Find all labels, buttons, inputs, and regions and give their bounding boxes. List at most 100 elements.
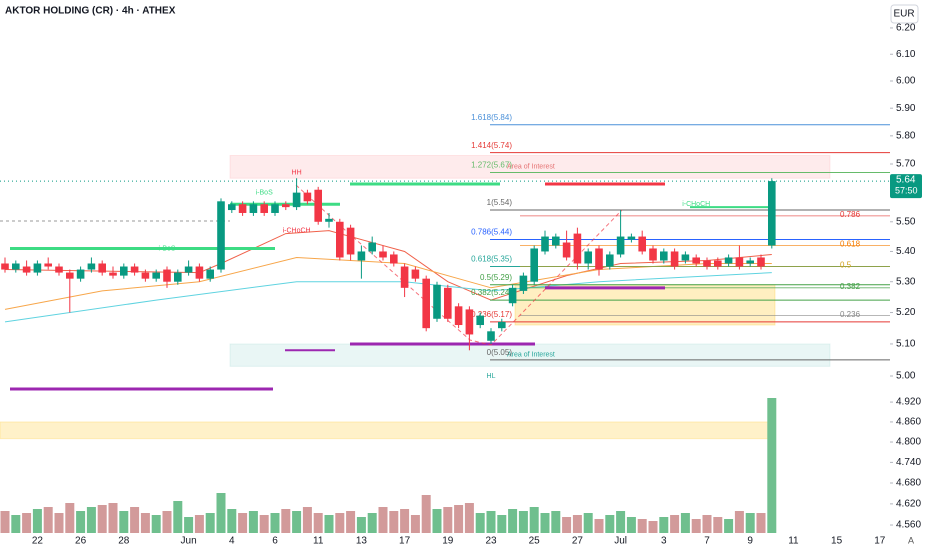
x-tick-label: 27 (572, 536, 584, 547)
x-tick-label: 4 (229, 536, 235, 547)
zone-label: Area of Interest (507, 164, 555, 171)
fib-label: 0.618 (840, 240, 861, 249)
volume-bar (346, 511, 356, 533)
volume-bar (691, 519, 701, 533)
fib-label: 0.618(5.35) (471, 255, 512, 264)
candle-body (465, 309, 474, 335)
y-tick-label: 5.30 (896, 276, 916, 287)
candle-body (714, 260, 722, 267)
volume-bar (0, 511, 10, 533)
fib-label: 0.382 (840, 282, 861, 291)
volume-bar (583, 513, 593, 533)
y-tick-label: 5.70 (896, 159, 916, 170)
volume-bar (151, 515, 161, 533)
candle-body (746, 260, 754, 264)
volume-bar (745, 513, 755, 533)
candle-body (390, 254, 398, 264)
plot-area: Area of Interest Area of Interest 1.618(5.… (0, 113, 890, 533)
volume-bar (54, 513, 64, 533)
currency-box[interactable] (890, 4, 919, 24)
x-tick-label: 17 (874, 536, 886, 547)
volume-bar (173, 501, 183, 533)
y-tick-label: 6.20 (896, 23, 916, 34)
structure-label: i-BoS (256, 189, 273, 196)
fib-label: 0(5.05) (487, 348, 513, 357)
volume-bar (205, 513, 215, 533)
x-tick-label: 3 (661, 536, 667, 547)
volume-bar (140, 513, 150, 533)
auto-scale[interactable]: A (908, 535, 914, 545)
volume-bar (281, 509, 291, 533)
candle-body (411, 269, 420, 279)
y-tick-label: 5.80 (896, 130, 916, 141)
y-tick-label: 6.00 (896, 76, 916, 87)
candle-body (163, 269, 171, 282)
volume-bar (389, 511, 399, 533)
volume-bar (32, 509, 42, 533)
candle-body (692, 257, 700, 264)
candle-body (238, 204, 247, 213)
volume-bar (540, 513, 550, 533)
candle-body (271, 204, 279, 213)
fib-label: 0.5 (840, 261, 852, 270)
chart-title: AKTOR HOLDING (CR) · 4h · ATHEX (5, 6, 176, 17)
structure-label: i-CHoCH (682, 201, 710, 208)
candle-body (584, 251, 592, 264)
candle-body (606, 254, 614, 267)
volume-bar (216, 493, 226, 533)
candle-body (303, 192, 312, 202)
candle-body (66, 272, 74, 279)
zone-label: Area of Interest (507, 352, 555, 359)
candle-body (195, 266, 204, 279)
volume-bar (302, 507, 312, 533)
fib-label: 0.382(5.24) (471, 288, 512, 297)
volume-bar (648, 521, 658, 533)
structure-label: HH (292, 169, 302, 176)
volume-bar (756, 513, 766, 533)
currency: EUR (893, 9, 914, 20)
volume-bar (670, 515, 680, 533)
x-tick-label: 11 (788, 536, 799, 547)
volume-bar (562, 517, 572, 533)
x-tick-label: 11 (313, 536, 324, 547)
volume-bar (367, 513, 377, 533)
candle-body (627, 236, 636, 240)
volume-bar (551, 511, 561, 533)
volume-bar (464, 503, 474, 533)
fib-label: 1(5.54) (487, 198, 513, 207)
volume-bar (518, 511, 528, 533)
volume-bar (378, 507, 388, 533)
volume-bar (454, 505, 464, 533)
volume-bar (86, 507, 96, 533)
candle-body (44, 263, 52, 267)
countdown: 57:50 (895, 185, 918, 195)
volume-bar (680, 513, 690, 533)
candle-body (681, 254, 690, 261)
volume-bar (97, 505, 107, 533)
structure-label: i-CHoCH (283, 227, 311, 234)
x-tick-label: 13 (356, 536, 368, 547)
volume-bar (475, 513, 485, 533)
candle-body (141, 272, 150, 279)
candle-body (541, 236, 549, 252)
volume-bar (292, 511, 302, 533)
volume-bar (335, 513, 345, 533)
volume-bar (529, 507, 539, 533)
candle-body (357, 251, 366, 261)
volume-bar (65, 503, 75, 533)
candle-body (76, 269, 85, 279)
x-tick-label: 19 (442, 536, 454, 547)
fib-label: 1.272(5.67) (471, 161, 512, 170)
price-axis-bg (890, 0, 932, 550)
y-tick-label: 6.10 (896, 49, 916, 60)
x-tick-label: 17 (399, 536, 411, 547)
candle-body (260, 204, 268, 213)
candle-body (336, 221, 344, 258)
fib-label: 1.618(5.84) (471, 113, 512, 122)
candle-body (379, 251, 387, 258)
y-tick-label: 5.00 (896, 371, 916, 382)
volume-bar (724, 519, 734, 533)
volume-bar (410, 515, 420, 533)
